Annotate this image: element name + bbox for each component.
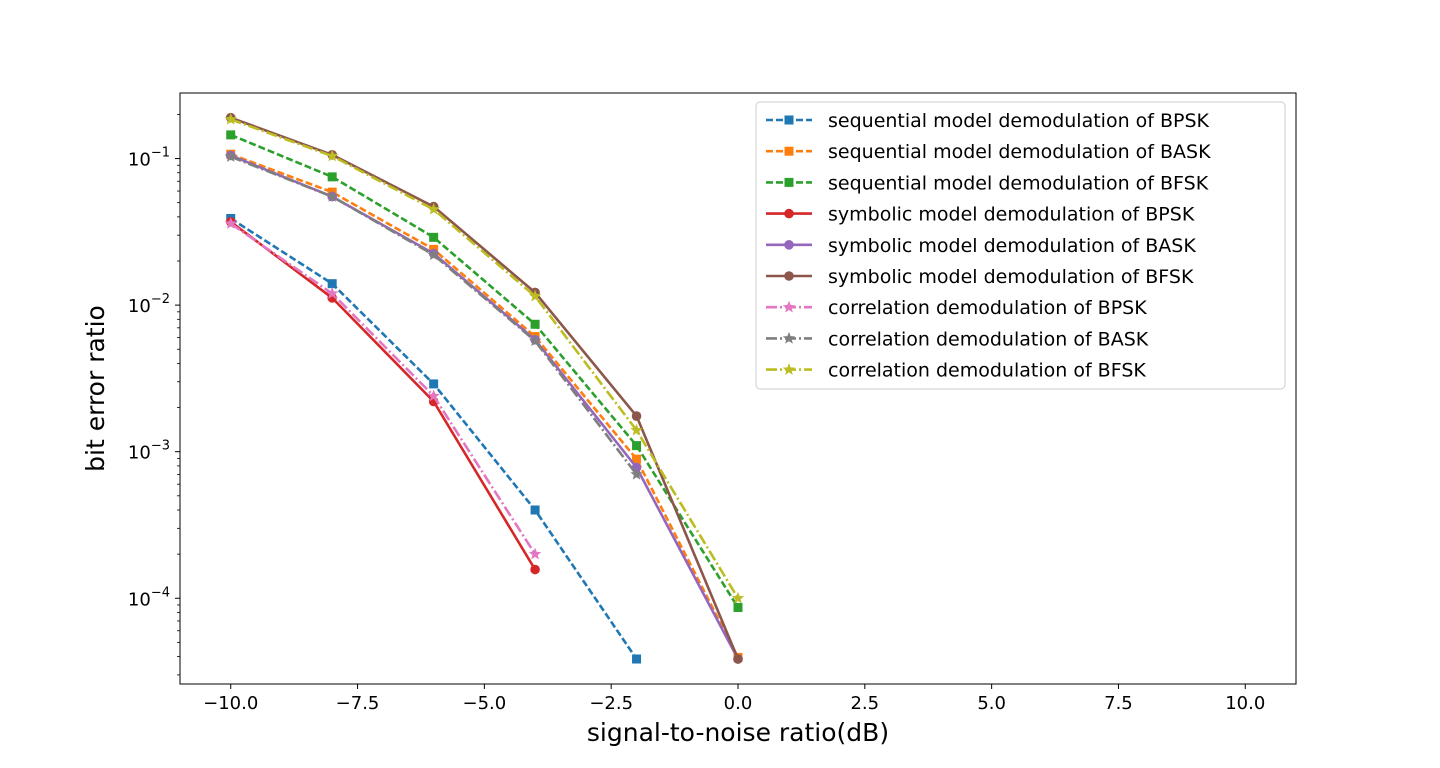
legend-label: sequential model demodulation of BFSK	[828, 172, 1209, 194]
legend-marker	[782, 363, 796, 375]
data-point	[327, 172, 337, 182]
series-line	[230, 133, 740, 609]
data-point	[528, 334, 542, 347]
legend-label: symbolic model demodulation of BPSK	[828, 204, 1195, 226]
data-point	[427, 389, 440, 402]
data-point	[224, 112, 237, 125]
data-point	[632, 441, 642, 451]
x-tick-label: −2.5	[589, 693, 633, 714]
legend-item: correlation demodulation of BPSK	[766, 297, 1147, 319]
series-3	[226, 130, 743, 612]
legend-marker	[784, 271, 794, 281]
data-point	[630, 467, 643, 480]
data-point	[530, 505, 540, 515]
y-tick-base: 10	[128, 443, 151, 464]
legend-marker	[784, 146, 794, 156]
series-8	[224, 150, 643, 480]
series-line	[230, 155, 638, 476]
y-tick-label: 10−3	[128, 439, 170, 464]
legend-label: correlation demodulation of BFSK	[828, 360, 1146, 382]
legend-marker	[784, 240, 794, 250]
legend-label: symbolic model demodulation of BFSK	[828, 266, 1194, 288]
data-point	[528, 289, 542, 302]
x-tick-label: 7.5	[1104, 693, 1133, 714]
data-point	[632, 654, 642, 664]
legend-box	[755, 101, 1286, 390]
x-tick-label: −10.0	[203, 693, 258, 714]
legend-label: symbolic model demodulation of BASK	[828, 235, 1196, 257]
data-point	[429, 379, 439, 389]
data-point	[733, 654, 743, 664]
data-point	[427, 202, 440, 215]
series-layer	[224, 112, 745, 664]
data-point	[733, 602, 743, 612]
y-tick-label: 10−4	[128, 585, 170, 610]
legend: sequential model demodulation of BPSK seq…	[755, 101, 1286, 390]
data-point	[731, 591, 745, 604]
data-point	[630, 423, 643, 436]
legend-item: sequential model demodulation of BASK	[766, 141, 1211, 163]
x-tick-label: 2.5	[850, 693, 879, 714]
series-line	[230, 153, 740, 658]
series-9	[224, 112, 745, 604]
legend-label: correlation demodulation of BPSK	[828, 297, 1147, 319]
legend-label: correlation demodulation of BASK	[828, 328, 1149, 350]
y-tick-exponent: −3	[151, 439, 170, 454]
data-point	[226, 130, 236, 140]
data-point	[530, 319, 540, 329]
legend-item: sequential model demodulation of BFSK	[766, 172, 1209, 194]
y-tick-exponent: −1	[151, 146, 170, 161]
data-point	[326, 190, 339, 202]
legend-item: correlation demodulation of BFSK	[766, 360, 1146, 382]
y-axis-ticks: 10−410−310−210−1	[128, 114, 180, 676]
data-point	[224, 217, 237, 229]
y-tick-exponent: −2	[151, 292, 170, 307]
legend-marker	[784, 177, 794, 187]
y-tick-base: 10	[128, 150, 151, 171]
data-point	[326, 149, 339, 162]
data-point	[429, 232, 439, 242]
legend-marker	[782, 300, 796, 313]
legend-item: correlation demodulation of BASK	[766, 328, 1149, 350]
x-tick-label: −7.5	[336, 693, 380, 714]
data-point	[224, 150, 237, 162]
data-point	[631, 411, 642, 421]
y-tick-label: 10−2	[128, 292, 170, 317]
series-line	[230, 118, 740, 599]
data-point	[427, 248, 440, 261]
legend-item: symbolic model demodulation of BFSK	[766, 266, 1194, 288]
y-tick-label: 10−1	[128, 146, 170, 171]
legend-item: symbolic model demodulation of BPSK	[766, 204, 1195, 226]
data-point	[326, 287, 339, 299]
y-tick-exponent: −4	[151, 585, 170, 600]
data-point	[632, 454, 642, 464]
y-axis-label: bit error ratio	[81, 305, 110, 472]
data-point	[327, 279, 337, 289]
legend-label: sequential model demodulation of BASK	[828, 141, 1211, 163]
x-tick-label: −5.0	[463, 693, 507, 714]
legend-marker	[782, 331, 796, 344]
legend-marker	[784, 208, 794, 219]
x-axis-label: signal-to-noise ratio(dB)	[587, 718, 889, 747]
legend-marker	[784, 115, 794, 125]
x-tick-label: 10.0	[1225, 693, 1265, 714]
legend-item: sequential model demodulation of BPSK	[766, 110, 1210, 132]
series-7	[224, 217, 542, 560]
y-tick-base: 10	[128, 296, 151, 317]
x-tick-label: 0.0	[724, 693, 753, 714]
legend-item: symbolic model demodulation of BASK	[766, 235, 1196, 257]
data-point	[528, 547, 542, 560]
series-line	[229, 222, 537, 555]
x-axis-ticks: −10.0 −7.5 −5.0 −2.5 0.0 2.5 5.0 7.5 10.0	[203, 684, 1265, 714]
legend-label: sequential model demodulation of BPSK	[828, 110, 1210, 132]
x-tick-label: 5.0	[977, 693, 1006, 714]
data-point	[530, 564, 540, 575]
y-tick-base: 10	[128, 589, 151, 610]
